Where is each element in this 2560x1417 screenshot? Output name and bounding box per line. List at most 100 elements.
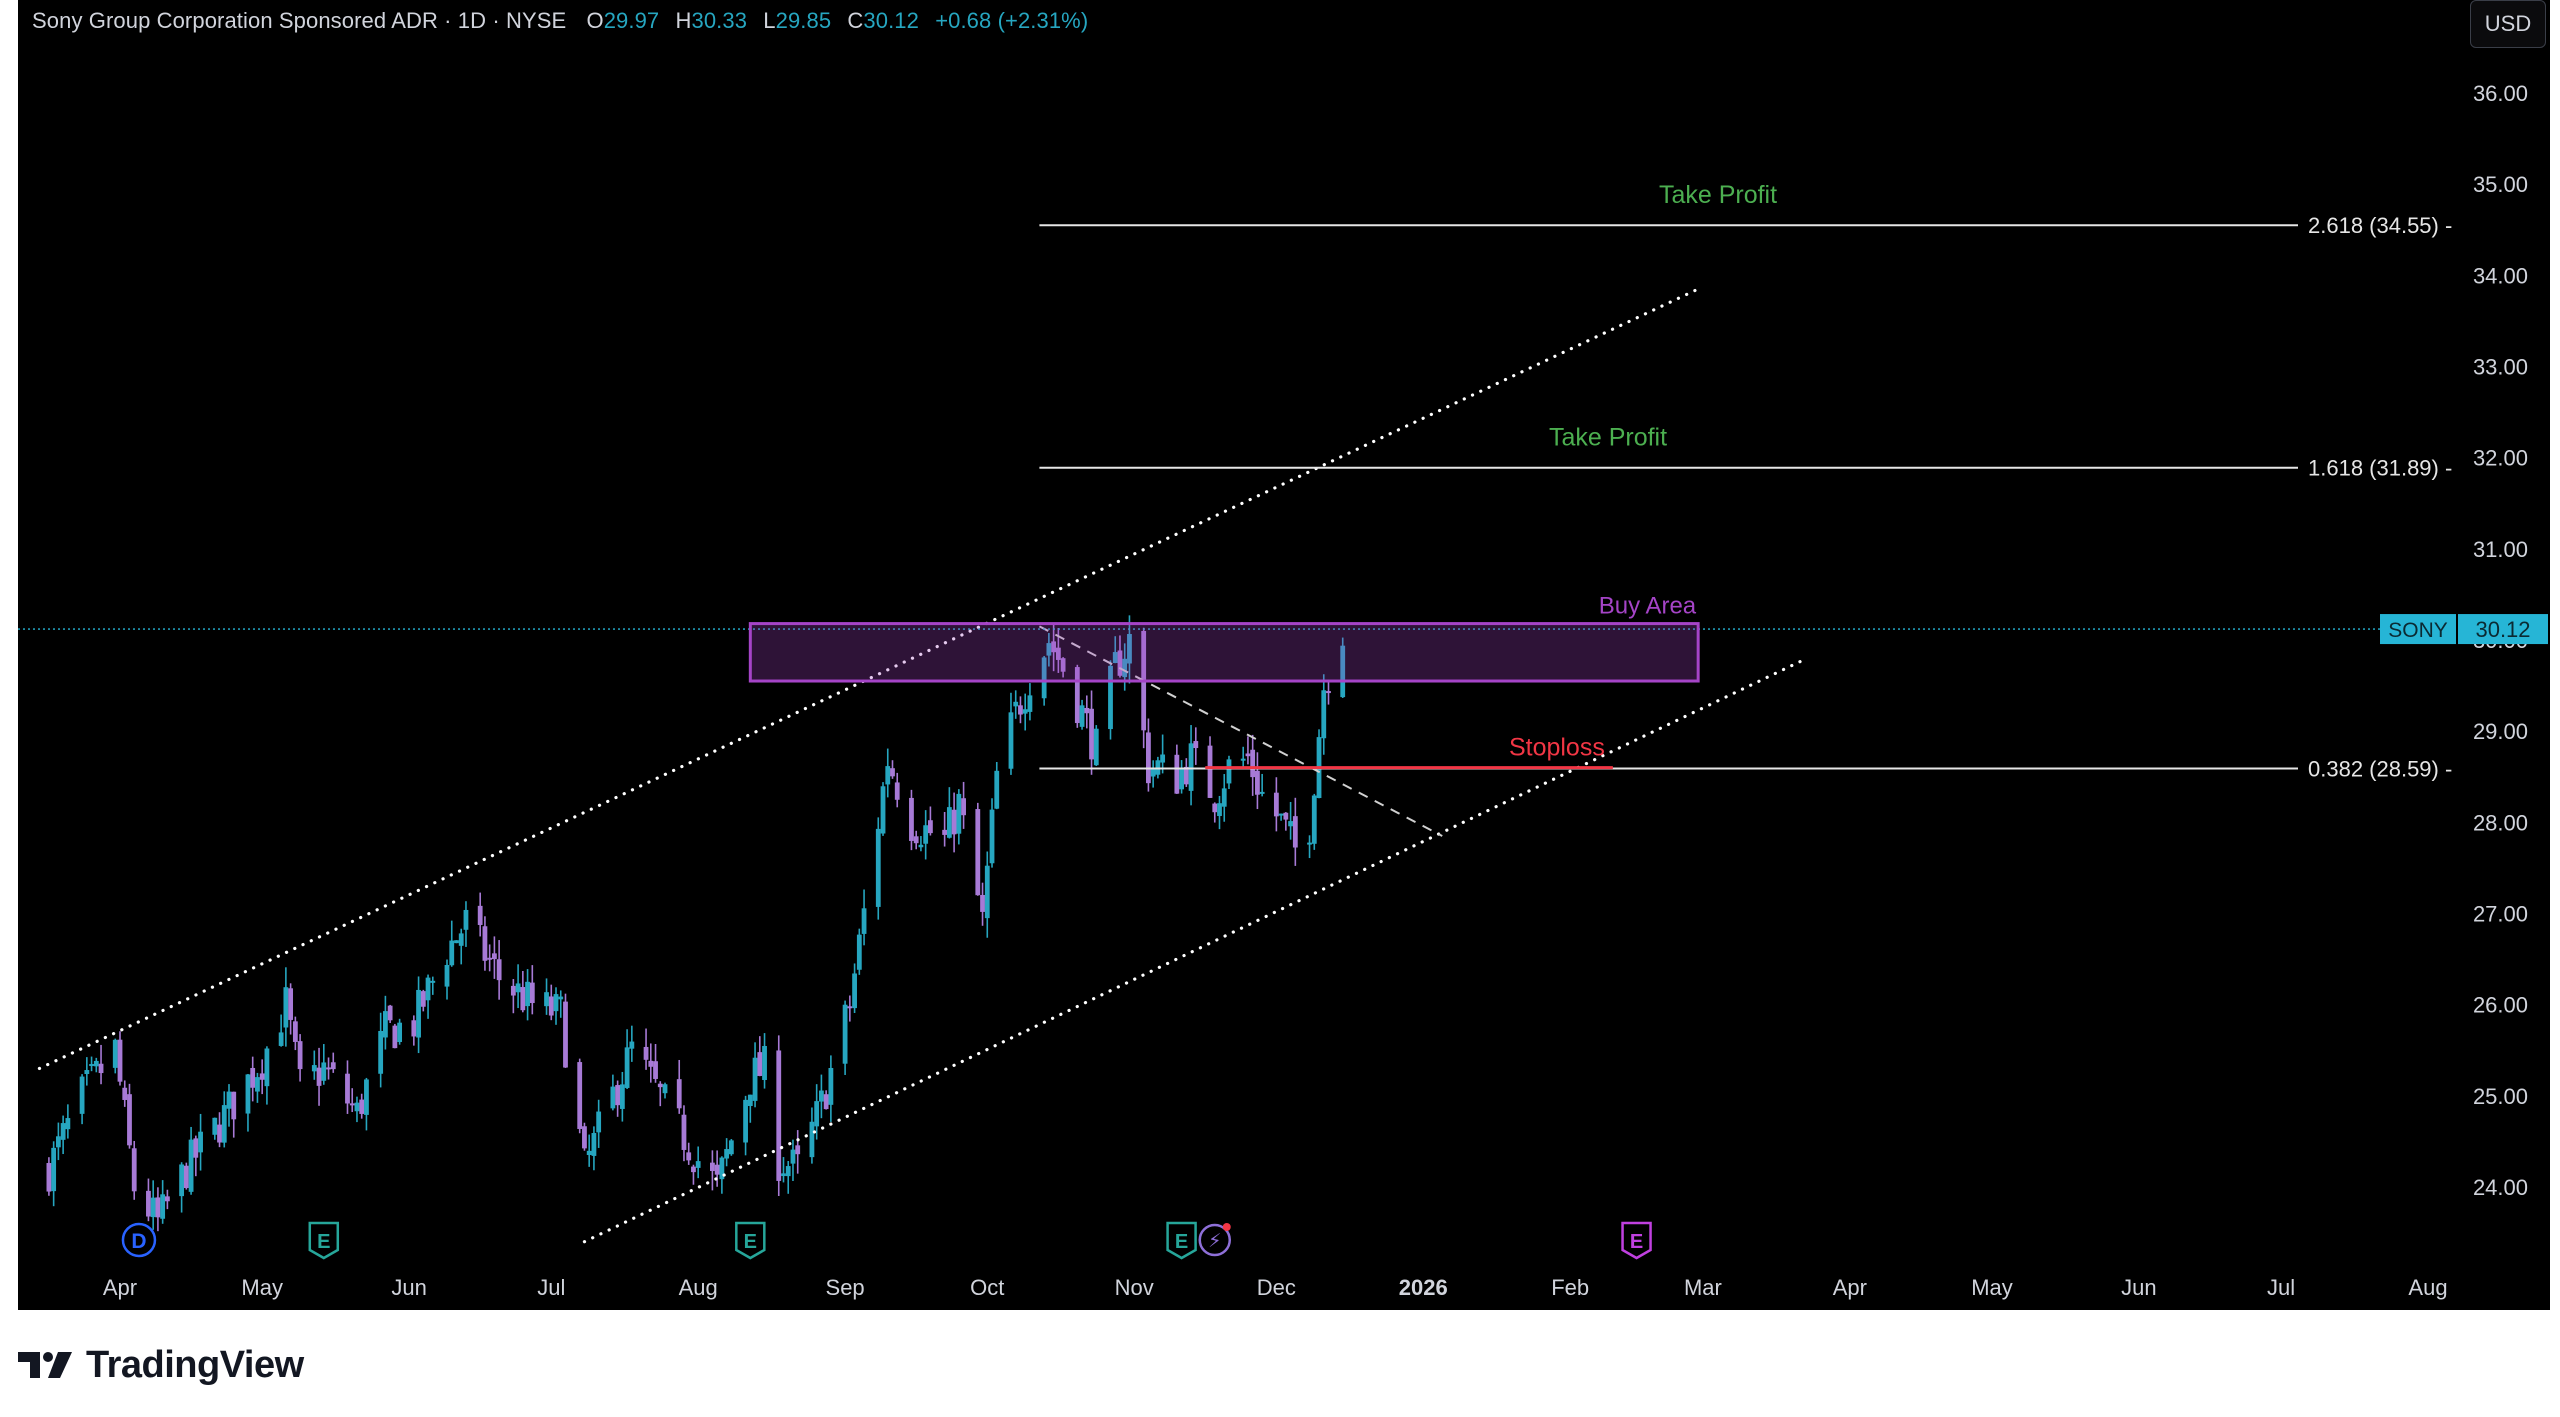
dividend-marker-icon: D — [121, 1222, 157, 1258]
candle-body — [714, 1164, 720, 1175]
candle-body — [1207, 745, 1213, 798]
candle-body — [880, 786, 886, 834]
candle-body — [1183, 766, 1189, 785]
tradingview-wordmark[interactable]: TradingView — [86, 1343, 304, 1386]
candle-body — [1089, 708, 1094, 760]
candle-body — [1245, 753, 1251, 757]
candle-body — [1221, 788, 1227, 807]
price-chart[interactable]: Buy Area 2.618 (34.55) - Take Profit 1.618 … — [18, 0, 2550, 1310]
candle-body — [757, 1052, 763, 1076]
candle-body — [648, 1060, 654, 1067]
price-tick-label: 31.00 — [2473, 537, 2528, 562]
marker-alert-dot — [1222, 1223, 1231, 1231]
downtrend-line — [1038, 625, 1443, 837]
fib-level-label: 2.618 (34.55) - — [2308, 213, 2452, 238]
symbol-badge-bg — [2380, 614, 2456, 645]
candle-body — [321, 1062, 327, 1081]
candle-body — [790, 1149, 796, 1164]
candle-body — [359, 1099, 365, 1114]
low-value: 29.85 — [775, 8, 832, 33]
time-tick-label: Nov — [1115, 1275, 1154, 1300]
candle-body — [311, 1065, 317, 1072]
marker-glyph: E — [1630, 1231, 1643, 1253]
earnings-marker-icon: E — [1166, 1221, 1197, 1260]
currency-button[interactable]: USD — [2470, 0, 2546, 48]
time-tick-label: May — [1971, 1275, 2013, 1300]
symbol-title[interactable]: Sony Group Corporation Sponsored ADR · 1… — [32, 8, 567, 33]
candle-body — [458, 933, 464, 946]
marker-glyph: E — [1175, 1231, 1188, 1253]
candle-body — [961, 798, 966, 816]
candle-body — [112, 1039, 118, 1068]
candle-body — [909, 797, 914, 841]
candle-body — [425, 977, 431, 1001]
price-tick-label: 24.00 — [2473, 1175, 2528, 1200]
candle-body — [624, 1047, 630, 1088]
tradingview-logo-icon[interactable] — [18, 1350, 74, 1380]
candle-body — [558, 996, 564, 1000]
candle-body — [55, 1136, 61, 1148]
candle-body — [984, 865, 990, 919]
time-tick-label: Aug — [2408, 1275, 2447, 1300]
candle-body — [1307, 842, 1312, 845]
candle-body — [297, 1041, 303, 1070]
marker-outline — [735, 1221, 766, 1260]
candle-body — [416, 989, 421, 1038]
candle-body — [217, 1124, 222, 1143]
candle-body — [1174, 754, 1180, 794]
candle-body — [828, 1067, 834, 1105]
candle-body — [117, 1039, 123, 1082]
price-axis: 24.0025.0026.0027.0028.0029.0030.0031.00… — [2473, 81, 2528, 1200]
open-value: 29.97 — [603, 8, 660, 33]
take-profit-label: Take Profit — [1549, 424, 1667, 452]
candle-body — [430, 980, 436, 983]
candle-body — [93, 1060, 99, 1067]
candle-body — [496, 959, 502, 981]
upcoming-earnings-marker-icon: E — [1621, 1221, 1652, 1260]
candle-body — [1112, 652, 1118, 663]
time-tick-label: Jul — [537, 1275, 565, 1300]
candle-body — [795, 1145, 801, 1155]
candle-body — [212, 1117, 218, 1135]
close-value: 30.12 — [863, 8, 919, 33]
candle-body — [1255, 770, 1260, 795]
price-tick-label: 27.00 — [2473, 902, 2528, 927]
candle-body — [46, 1163, 52, 1192]
candle-body — [1311, 795, 1317, 844]
candle-body — [875, 828, 881, 907]
candle-body — [956, 793, 962, 834]
time-tick-label: Jun — [391, 1275, 426, 1300]
candle-body — [582, 1126, 587, 1149]
marker-outline — [121, 1222, 157, 1258]
candle-body — [1283, 812, 1289, 820]
earnings-marker-icon: E — [308, 1221, 340, 1260]
time-tick-label: Sep — [826, 1275, 865, 1300]
candle-body — [629, 1041, 635, 1049]
candle-body — [354, 1102, 360, 1112]
candle-body — [781, 1173, 786, 1177]
candle-body — [255, 1077, 260, 1092]
candle-body — [1340, 645, 1346, 698]
chart-frame[interactable]: Buy Area 2.618 (34.55) - Take Profit 1.618 … — [18, 0, 2550, 1310]
low-label: L — [763, 8, 776, 33]
candle-body — [691, 1166, 696, 1173]
footer-branding: TradingView — [18, 1340, 304, 1390]
candle-body — [847, 1006, 853, 1009]
candle-body — [861, 908, 867, 934]
time-tick-label: May — [241, 1275, 283, 1300]
candle-body — [349, 1103, 355, 1106]
candle-body — [1278, 813, 1284, 816]
candle-body — [1288, 821, 1293, 827]
candle-body — [1259, 791, 1265, 794]
candle-body — [392, 1025, 398, 1049]
candle-body — [946, 807, 952, 838]
last-price-badge-bg — [2458, 614, 2548, 645]
candle-body — [610, 1086, 616, 1109]
candle-body — [1150, 769, 1156, 777]
marker-glyph: E — [317, 1231, 330, 1253]
candle-body — [819, 1090, 824, 1102]
candle-body — [809, 1121, 815, 1158]
candle-body — [785, 1166, 791, 1177]
buy-area-label: Buy Area — [1599, 593, 1697, 620]
candle-body — [84, 1070, 90, 1075]
